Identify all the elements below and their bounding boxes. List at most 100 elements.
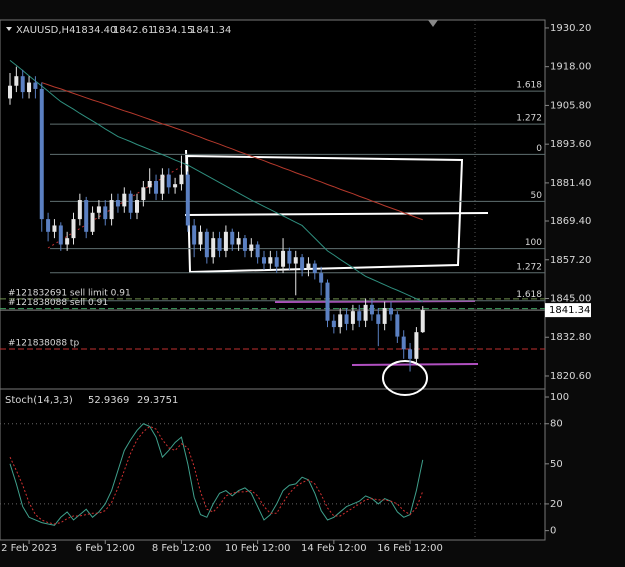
candle-body bbox=[204, 231, 209, 258]
order-label: #121838088 sell 0.91 bbox=[8, 298, 108, 308]
candle-body bbox=[109, 200, 114, 220]
y-tick-label: 1857.20 bbox=[550, 255, 591, 266]
candle-body bbox=[166, 174, 171, 188]
candle-body bbox=[300, 257, 305, 270]
candle-body bbox=[338, 314, 343, 328]
x-tick-label: 10 Feb 12:00 bbox=[225, 543, 291, 554]
y-tick-label: 1905.80 bbox=[550, 100, 591, 111]
candle-body bbox=[420, 310, 425, 333]
candle-body bbox=[376, 314, 381, 324]
price-label: 1841.34 bbox=[549, 305, 590, 316]
candle-body bbox=[401, 336, 406, 350]
candle-body bbox=[52, 225, 57, 232]
x-tick-label: 6 Feb 12:00 bbox=[76, 543, 135, 554]
candle-body bbox=[160, 174, 165, 194]
y-tick-label: 1881.40 bbox=[550, 178, 591, 189]
candle-body bbox=[135, 200, 139, 213]
candle-body bbox=[382, 308, 387, 324]
x-tick-label: 8 Feb 12:00 bbox=[152, 543, 211, 554]
candle-body bbox=[96, 206, 101, 213]
drawn-box bbox=[185, 154, 464, 274]
candle-body bbox=[90, 212, 95, 232]
fib-label: 1.618 bbox=[516, 290, 542, 300]
candle-body bbox=[58, 225, 63, 245]
candle-body bbox=[173, 184, 178, 188]
candle-body bbox=[223, 231, 228, 251]
y-tick-label: 1820.60 bbox=[550, 371, 591, 382]
candle-body bbox=[274, 257, 279, 267]
candle-body bbox=[262, 257, 266, 264]
candle-body bbox=[325, 282, 330, 321]
candle-body bbox=[77, 200, 82, 220]
header-high: 1842.61 bbox=[113, 25, 154, 36]
drawn-level bbox=[351, 363, 479, 366]
drawn-ellipse bbox=[382, 360, 428, 396]
candle-body bbox=[408, 349, 413, 359]
candle-body bbox=[217, 238, 222, 251]
y-tick-label: 1918.00 bbox=[550, 62, 591, 73]
candle-body bbox=[71, 219, 76, 239]
stoch-line bbox=[9, 425, 424, 525]
order-label: #121832691 sell limit 0.91 bbox=[8, 288, 131, 298]
candle-body bbox=[179, 174, 184, 185]
y-tick-label: 0 bbox=[550, 526, 556, 537]
candle-body bbox=[242, 238, 247, 251]
symbol: XAUUSD,H4 bbox=[16, 25, 75, 36]
candle-body bbox=[8, 85, 12, 99]
candle-body bbox=[230, 231, 235, 245]
candle-body bbox=[115, 200, 120, 207]
stoch-signal-value: 29.3751 bbox=[137, 395, 178, 406]
x-tick-label: 16 Feb 12:00 bbox=[377, 543, 443, 554]
y-tick-label: 1893.60 bbox=[550, 139, 591, 150]
candle-body bbox=[369, 304, 374, 315]
candle-body bbox=[65, 238, 70, 245]
header-close: 1841.34 bbox=[190, 25, 231, 36]
candle-body bbox=[255, 244, 260, 258]
candle-body bbox=[287, 250, 292, 264]
candle-body bbox=[350, 311, 355, 324]
price-box bbox=[545, 303, 591, 318]
candle-body bbox=[185, 174, 190, 226]
candle-body bbox=[147, 181, 152, 188]
candle-body bbox=[344, 314, 349, 324]
candle-body bbox=[141, 187, 146, 201]
fib-label: 1.272 bbox=[516, 114, 542, 124]
candle-body bbox=[198, 231, 203, 245]
candle-body bbox=[33, 82, 38, 89]
candle-body bbox=[414, 332, 419, 359]
y-tick-label: 1869.40 bbox=[550, 216, 591, 227]
header-open: 1834.40 bbox=[75, 25, 116, 36]
header-low: 1834.15 bbox=[152, 25, 193, 36]
candle-body bbox=[268, 257, 273, 264]
stoch-line bbox=[9, 423, 424, 526]
candle-body bbox=[281, 250, 286, 267]
moving-average bbox=[41, 82, 423, 221]
candle-body bbox=[236, 238, 241, 245]
plot-frame bbox=[0, 19, 546, 541]
candle-body bbox=[192, 225, 197, 245]
candle-body bbox=[128, 193, 133, 213]
fib-label: 0 bbox=[536, 144, 542, 154]
candle-body bbox=[46, 219, 51, 232]
chart-layer: 1820.60 1832.80 1845.00 1857.20 1869.40 1881.… bbox=[0, 23, 591, 554]
fib-label: 1.618 bbox=[516, 81, 542, 91]
stoch-title: Stoch(14,3,3) bbox=[5, 395, 73, 406]
candle-body bbox=[103, 206, 108, 220]
y-tick-label: 20 bbox=[550, 499, 563, 510]
x-tick-label: 2 Feb 2023 bbox=[1, 543, 57, 554]
fib-label: 1.272 bbox=[516, 262, 542, 272]
candle-body bbox=[331, 320, 336, 328]
y-tick-label: 100 bbox=[550, 392, 569, 403]
candle-body bbox=[363, 304, 368, 321]
y-tick-label: 80 bbox=[550, 419, 563, 430]
y-tick-label: 50 bbox=[550, 459, 563, 470]
candle-body bbox=[154, 181, 159, 194]
y-tick-label: 1930.20 bbox=[550, 23, 591, 34]
fib-label: 50 bbox=[531, 191, 543, 201]
candle-body bbox=[20, 76, 25, 93]
candle-body bbox=[312, 263, 317, 274]
candle-body bbox=[84, 200, 89, 232]
y-tick-label: 1832.80 bbox=[550, 332, 591, 343]
candle-body bbox=[319, 273, 324, 283]
